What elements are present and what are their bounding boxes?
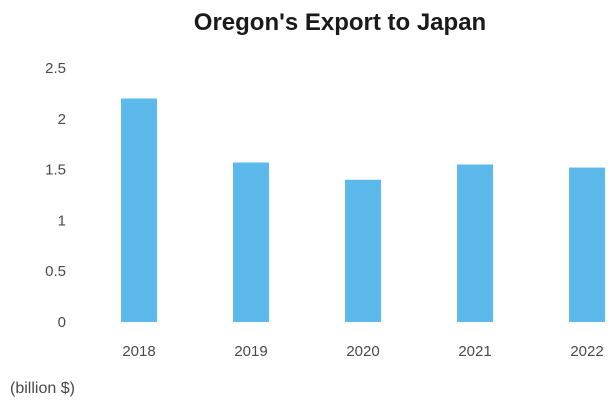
bar-2022 <box>569 167 605 322</box>
bar-2020 <box>345 179 381 322</box>
bar-2018 <box>121 98 157 322</box>
chart-title: Oregon's Export to Japan <box>193 9 487 36</box>
bar-series <box>121 98 605 322</box>
bar-2019 <box>233 162 269 322</box>
y-tick-label: 0.5 <box>45 263 66 280</box>
x-tick-label: 2019 <box>234 343 267 360</box>
y-tick-label: 0 <box>58 314 66 331</box>
y-tick-label: 1 <box>58 212 66 229</box>
y-tick-label: 1.5 <box>45 162 66 179</box>
x-tick-label: 2021 <box>458 343 491 360</box>
x-tick-label: 2022 <box>570 343 603 360</box>
x-tick-label: 2018 <box>122 343 155 360</box>
x-tick-label: 2020 <box>346 343 379 360</box>
y-tick-label: 2.5 <box>45 60 66 77</box>
y-axis: 0 0.5 1 1.5 2 2.5 <box>45 60 66 331</box>
x-axis: 2018 2019 2020 2021 2022 <box>122 343 603 360</box>
unit-label: (billion $) <box>10 380 75 397</box>
y-tick-label: 2 <box>58 111 66 128</box>
bar-2021 <box>457 164 493 322</box>
